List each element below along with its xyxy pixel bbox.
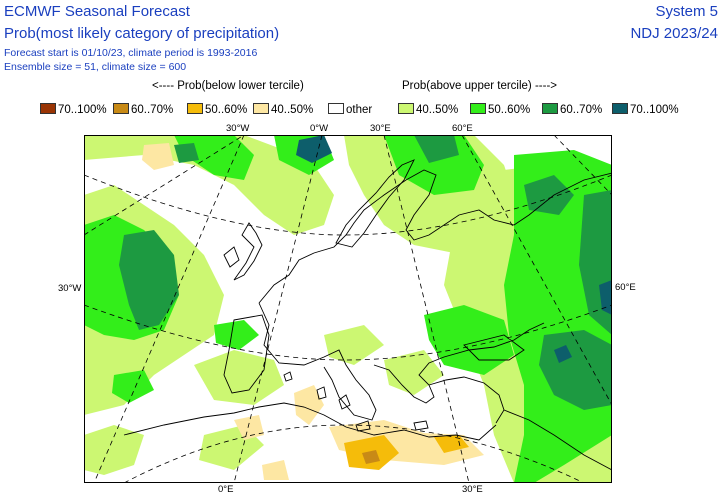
legend-swatch [470, 103, 486, 114]
legend-label: other [346, 104, 373, 116]
legend-swatch [187, 103, 203, 114]
scandinavia-outline [335, 159, 415, 248]
legend-swatch [328, 103, 344, 114]
legend-label: 50..60% [488, 104, 531, 116]
graticule [84, 135, 612, 483]
lon-label-top-60e: 60°E [452, 123, 473, 134]
british-isles-outline [233, 222, 263, 281]
legend-item-3: 40..50% [253, 103, 313, 117]
below-tercile-caption: <---- Prob(below lower tercile) [152, 80, 304, 92]
lon-label-bottom-30e: 30°E [462, 484, 483, 495]
coastlines [123, 159, 612, 471]
legend-item-8: 70..100% [612, 103, 679, 117]
field-above-60-70 [119, 135, 612, 410]
probability-fields [84, 135, 612, 483]
legend-label: 40..50% [271, 104, 314, 116]
legend-label: 60..70% [560, 104, 603, 116]
map-frame [84, 135, 612, 483]
legend-item-5: 40..50% [398, 103, 458, 117]
legend-label: 50..60% [205, 104, 248, 116]
field-above-70-100 [296, 135, 612, 363]
legend-swatch [542, 103, 558, 114]
legend-swatch [40, 103, 56, 114]
forecast-start-info: Forecast start is 01/10/23, climate peri… [4, 47, 258, 59]
lon-label-bottom-0: 0°E [218, 484, 233, 495]
legend-swatch [253, 103, 269, 114]
lon-label-top-0: 0°W [310, 123, 328, 134]
lon-label-left-30w: 30°W [58, 283, 81, 294]
legend-swatch [398, 103, 414, 114]
field-below-60-70 [362, 450, 380, 464]
legend-item-2: 50..60% [187, 103, 247, 117]
page-title: ECMWF Seasonal Forecast [4, 3, 190, 20]
legend-label: 40..50% [416, 104, 459, 116]
iberia-outline [223, 314, 270, 394]
page-subtitle: Prob(most likely category of precipitati… [4, 25, 280, 42]
legend-item-6: 50..60% [470, 103, 530, 117]
above-tercile-caption: Prob(above upper tercile) ----> [402, 80, 557, 92]
ensemble-size-info: Ensemble size = 51, climate size = 600 [4, 61, 187, 73]
legend-item-0: 70..100% [40, 103, 107, 117]
precipitation-map [84, 135, 612, 483]
legend-item-1: 60..70% [113, 103, 173, 117]
black-sea-outline [463, 334, 525, 361]
legend-swatch [612, 103, 628, 114]
season-label: NDJ 2023/24 [630, 25, 718, 42]
legend-label: 70..100% [630, 104, 679, 116]
lon-label-top-30e: 30°E [370, 123, 391, 134]
legend-label: 70..100% [58, 104, 107, 116]
system-label: System 5 [655, 3, 718, 20]
lon-label-right-60e: 60°E [615, 282, 636, 293]
legend-item-7: 60..70% [542, 103, 602, 117]
legend-label: 60..70% [131, 104, 174, 116]
legend-swatch [113, 103, 129, 114]
legend-item-4: other [328, 103, 372, 117]
lon-label-top-30w: 30°W [226, 123, 249, 134]
